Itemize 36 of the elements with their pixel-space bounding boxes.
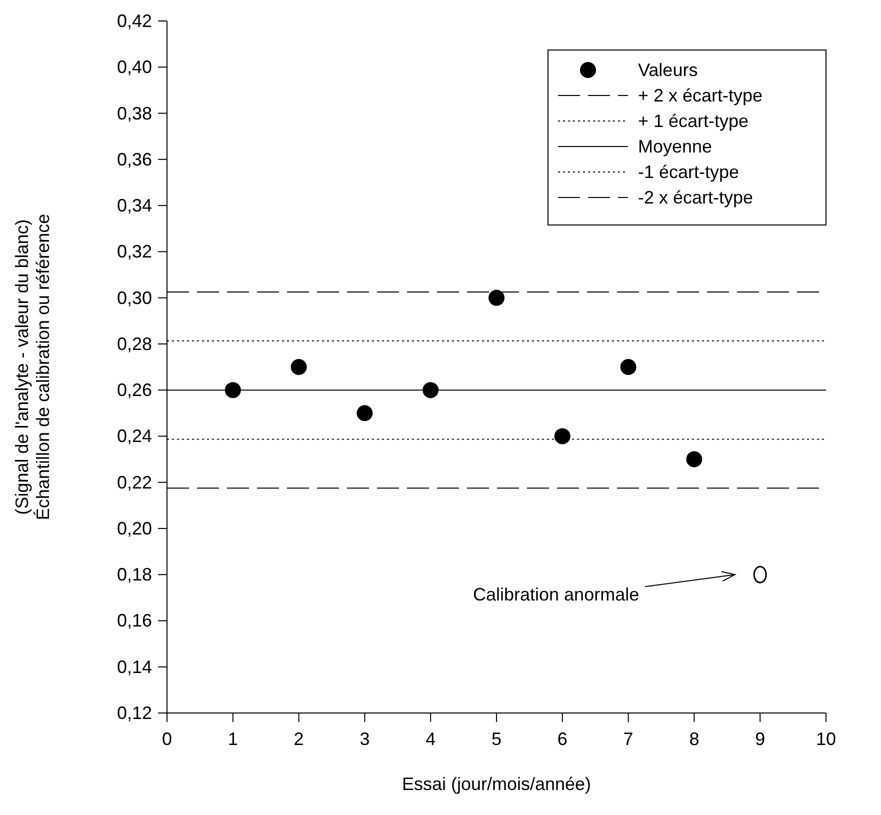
legend-label: Moyenne [638, 136, 712, 156]
x-tick-label: 0 [162, 729, 172, 749]
y-tick-label: 0,24 [116, 426, 152, 446]
y-tick-label: 0,22 [116, 472, 152, 492]
y-tick-label: 0,34 [116, 196, 152, 216]
y-tick-label: 0,30 [116, 288, 152, 308]
annotation: Calibration anormale [473, 584, 640, 605]
y-tick-label: 0,18 [116, 564, 152, 585]
y-tick-label: 0,16 [116, 610, 152, 631]
y-tick-label: 0,12 [116, 703, 152, 723]
y-tick-label: 0,32 [116, 242, 152, 262]
legend-label: Valeurs [638, 60, 698, 80]
x-tick-label: 10 [816, 729, 836, 749]
x-tick-label: 4 [426, 729, 436, 749]
y-tick-label: 0,20 [116, 518, 152, 538]
y-tick-label: 0,42 [116, 11, 152, 31]
x-tick-label: 7 [623, 729, 634, 749]
x-tick-label: 6 [557, 729, 568, 749]
y-tick-label: 0,38 [116, 103, 152, 124]
y-tick-label: 0,36 [116, 149, 152, 170]
y-tick-label: 0,28 [116, 334, 152, 354]
legend-label: + 1 écart-type [638, 111, 749, 131]
x-tick-label: 2 [294, 729, 304, 749]
y-tick-label: 0,26 [116, 380, 152, 400]
x-tick-label: 5 [491, 729, 502, 749]
y-tick-label: 0,40 [116, 57, 152, 78]
y-tick-label: 0,14 [116, 656, 152, 677]
x-tick-label: 3 [360, 729, 370, 749]
x-tick-label: 1 [228, 729, 238, 749]
x-tick-label: 8 [689, 729, 700, 749]
x-tick-label: 9 [755, 729, 766, 749]
y-axis-title: (Signal de l'analyte - valeur du blanc) Échantillon de calibration ou référence [12, 214, 53, 520]
x-axis-title: Essai (jour/mois/année) [402, 774, 592, 794]
legend-label: -1 écart-type [638, 162, 740, 182]
legend-label: + 2 x écart-type [638, 86, 763, 106]
legend-label: -2 x écart-type [638, 188, 754, 208]
